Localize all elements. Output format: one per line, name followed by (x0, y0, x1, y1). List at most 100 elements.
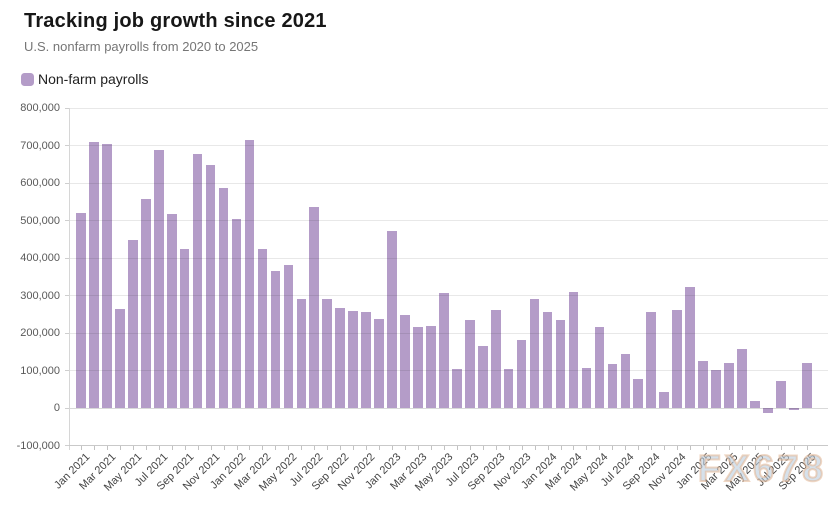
x-axis-tick (430, 445, 432, 450)
bar-sep-2025[interactable] (801, 363, 812, 408)
bar-dec-2024[interactable] (685, 286, 695, 408)
bar-jun-2025[interactable] (763, 408, 773, 413)
bar-may-2022[interactable] (283, 264, 294, 408)
bar-may-2021[interactable] (128, 240, 138, 408)
y-axis-line (68, 108, 70, 450)
y-axis-label: 500,000 (20, 214, 60, 227)
bar-aug-2024[interactable] (633, 378, 644, 408)
y-axis-tick (65, 257, 69, 259)
y-axis-tick (65, 407, 69, 409)
bar-apr-2021[interactable] (115, 309, 125, 408)
x-axis-tick (119, 445, 121, 450)
bar-may-2023[interactable] (439, 293, 449, 408)
bar-may-2025[interactable] (750, 400, 760, 408)
bar-nov-2021[interactable] (205, 165, 216, 408)
bar-dec-2021[interactable] (218, 187, 229, 408)
bar-mar-2025[interactable] (724, 363, 734, 408)
bar-jun-2022[interactable] (296, 299, 307, 408)
bar-mar-2023[interactable] (413, 326, 423, 408)
x-axis-tick (469, 445, 471, 450)
bar-jan-2024[interactable] (542, 312, 553, 408)
bar-apr-2022[interactable] (270, 271, 281, 408)
bar-sep-2021[interactable] (179, 249, 190, 408)
bar-oct-2024[interactable] (659, 391, 669, 408)
x-axis-tick (651, 445, 653, 450)
bar-dec-2023[interactable] (529, 299, 540, 408)
bar-apr-2025[interactable] (737, 348, 747, 408)
bar-oct-2021[interactable] (192, 154, 203, 408)
bar-feb-2025[interactable] (711, 369, 721, 408)
x-axis-tick (443, 445, 445, 450)
bar-may-2024[interactable] (594, 327, 605, 408)
y-axis-tick (65, 107, 69, 109)
bar-aug-2025[interactable] (789, 408, 799, 410)
x-axis-tick (366, 445, 368, 450)
gridline (69, 370, 828, 371)
x-axis-tick (171, 445, 173, 450)
x-axis-tick (210, 445, 212, 450)
legend-item-nonfarm-payrolls[interactable]: Non-farm payrolls (21, 71, 148, 87)
bar-jan-2023[interactable] (387, 231, 397, 408)
x-axis-line (69, 445, 828, 446)
bar-sep-2024[interactable] (646, 312, 657, 408)
y-axis-label: 200,000 (20, 327, 60, 339)
y-axis-label: 600,000 (20, 177, 60, 189)
bar-jun-2021[interactable] (141, 199, 151, 408)
bar-sep-2023[interactable] (490, 309, 501, 408)
x-axis-tick (327, 445, 329, 450)
bar-feb-2023[interactable] (400, 315, 410, 408)
x-axis-tick (262, 445, 264, 450)
chart-title: Tracking job growth since 2021 (24, 10, 327, 32)
x-axis-tick (417, 445, 419, 450)
x-axis-tick (716, 445, 718, 450)
bar-nov-2023[interactable] (516, 339, 527, 408)
bar-jul-2021[interactable] (153, 149, 164, 408)
bar-aug-2022[interactable] (322, 299, 333, 408)
x-axis-tick (741, 445, 743, 450)
gridline (69, 295, 828, 296)
bar-jun-2023[interactable] (452, 368, 462, 408)
bar-feb-2024[interactable] (555, 319, 566, 408)
x-axis-tick (379, 445, 381, 450)
x-axis-tick (508, 445, 510, 450)
x-axis-tick (729, 445, 730, 450)
bar-jul-2025[interactable] (776, 380, 786, 408)
bar-aug-2023[interactable] (477, 346, 488, 408)
bar-nov-2024[interactable] (672, 309, 682, 408)
bar-jul-2024[interactable] (620, 354, 631, 408)
bar-jan-2025[interactable] (698, 361, 708, 408)
bar-nov-2022[interactable] (361, 312, 371, 408)
x-axis-tick (184, 445, 186, 450)
bar-mar-2024[interactable] (568, 291, 579, 408)
x-axis-tick (340, 445, 342, 450)
x-axis-tick (392, 445, 394, 450)
watermark: FX678 (697, 447, 828, 490)
bar-jan-2021[interactable] (76, 213, 86, 408)
bar-jun-2024[interactable] (607, 363, 618, 408)
bar-apr-2024[interactable] (581, 367, 592, 408)
x-axis-tick (573, 445, 575, 450)
x-axis-tick (495, 445, 497, 450)
bar-sep-2022[interactable] (335, 308, 345, 408)
y-axis-tick (65, 370, 69, 371)
y-axis-label: 700,000 (20, 139, 60, 152)
legend-swatch-icon (21, 72, 34, 86)
gridline (69, 332, 828, 334)
bar-apr-2023[interactable] (426, 326, 436, 408)
y-axis-label: 0 (53, 402, 60, 414)
bar-feb-2021[interactable] (89, 141, 99, 408)
bar-aug-2021[interactable] (166, 214, 177, 408)
x-axis-tick (301, 445, 303, 450)
bar-jul-2023[interactable] (465, 319, 475, 408)
bar-dec-2022[interactable] (374, 318, 384, 408)
bar-oct-2022[interactable] (348, 310, 358, 408)
bar-jul-2022[interactable] (309, 206, 320, 408)
bar-mar-2021[interactable] (102, 144, 112, 408)
x-axis-tick (132, 445, 134, 450)
bar-oct-2023[interactable] (503, 368, 514, 408)
gridline (69, 145, 828, 146)
bar-feb-2022[interactable] (244, 140, 255, 408)
bar-jan-2022[interactable] (231, 219, 242, 408)
bar-mar-2022[interactable] (257, 248, 268, 408)
